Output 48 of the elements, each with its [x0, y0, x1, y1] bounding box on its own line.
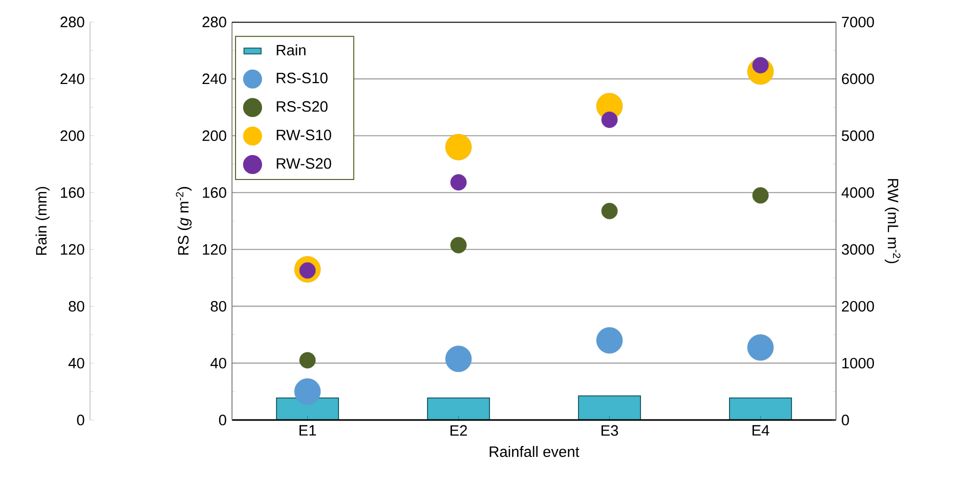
legend-label: RW-S10 [276, 130, 332, 140]
point [601, 202, 618, 220]
y3-tick-label: 280 [202, 16, 226, 28]
y2-axis-title: RW (mL m$^{-2}$) [884, 179, 900, 264]
point [445, 346, 472, 372]
y-tick-label: 160 [60, 187, 84, 198]
point [299, 352, 316, 368]
y3-tick-label: 120 [202, 244, 226, 255]
y-tick-label: 0 [77, 414, 84, 426]
y3-tick-label: 80 [210, 300, 226, 312]
y3-tick-label: 240 [202, 74, 226, 84]
y2-tick-label: 4000 [842, 187, 874, 198]
legend-label: Rain [276, 44, 306, 56]
y2-tick-label: 6000 [842, 74, 874, 84]
y-tick-label: 240 [60, 74, 84, 84]
y3-tick-label: 200 [202, 130, 226, 142]
x-tick-label: E3 [602, 425, 618, 436]
y-axis-title: RS (g m$^{-2}$) [176, 187, 192, 255]
point [450, 174, 467, 191]
y-tick-label: 280 [60, 16, 84, 28]
y3-axis-title: Rain (mm) [36, 186, 50, 255]
legend-label: RS-S10 [276, 72, 328, 84]
x-axis-title: Rainfall event [490, 446, 580, 458]
x-tick-label: E4 [752, 425, 770, 436]
y2-tick-label: 5000 [842, 130, 874, 142]
point [294, 378, 321, 405]
y-tick-label: 40 [68, 358, 84, 368]
y-tick-label: 200 [60, 130, 84, 142]
legend-label: RW-S20 [276, 158, 332, 169]
point [445, 134, 472, 160]
y2-tick-label: 1000 [842, 358, 874, 368]
point [752, 187, 769, 204]
y2-tick-label: 0 [842, 414, 849, 426]
y2-tick-label: 7000 [842, 16, 874, 28]
y2-tick-label: 3000 [842, 244, 874, 255]
y3-tick-label: 160 [202, 187, 226, 198]
point [601, 112, 618, 128]
y3-tick-label: 40 [210, 358, 226, 368]
y-tick-label: 80 [68, 300, 84, 312]
point [747, 334, 774, 361]
legend-label: RS-S20 [276, 101, 328, 112]
y-tick-label: 120 [60, 244, 84, 255]
point [596, 327, 623, 354]
x-tick-label: E1 [300, 425, 316, 436]
point [450, 236, 467, 254]
y3-tick-label: 0 [219, 414, 226, 426]
y2-tick-label: 2000 [842, 300, 874, 312]
x-tick-label: E2 [450, 425, 467, 436]
